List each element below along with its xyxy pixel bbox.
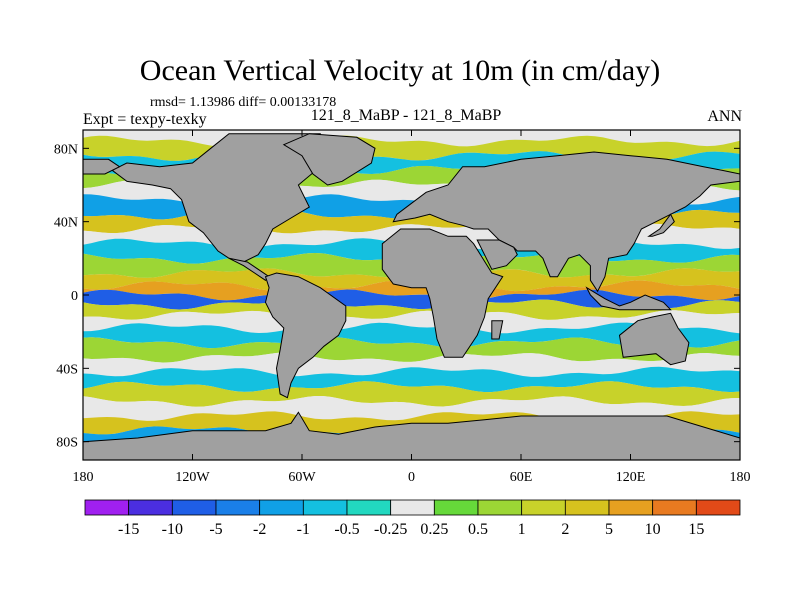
colorbar-swatch (695, 499, 741, 516)
land-greenland (282, 133, 376, 186)
colorbar-swatch (608, 499, 654, 516)
colorbar-swatch (171, 499, 217, 516)
colorbar-swatch (477, 499, 523, 516)
colorbar-swatch (390, 499, 435, 516)
ocean-band (83, 299, 740, 320)
season-label: ANN (707, 108, 742, 125)
colorbar-swatch (564, 499, 610, 516)
ocean-band (83, 381, 740, 407)
ocean-band (83, 366, 740, 393)
colorbar-swatch (259, 499, 304, 516)
colorbar-label: -1 (297, 521, 310, 538)
experiment-label: Expt = texpy-texky (83, 111, 207, 128)
ocean-band (83, 352, 740, 377)
ocean-band (83, 289, 740, 310)
ocean-band (83, 310, 740, 334)
x-tick-label: 60E (510, 470, 533, 485)
colorbar-label: 15 (688, 521, 704, 538)
land-africa (381, 228, 504, 358)
land-japan (647, 213, 675, 237)
y-tick-label: 40N (54, 216, 78, 231)
ocean-band (83, 322, 740, 349)
colorbar-label: 10 (645, 521, 661, 538)
x-tick-label: 0 (408, 470, 415, 485)
land-australia (618, 312, 690, 366)
colorbar-swatch (302, 499, 348, 516)
x-tick-label: 120W (175, 470, 210, 485)
colorbar-label: -5 (209, 521, 222, 538)
stats-text: rmsd= 1.13986 diff= 0.00133178 (150, 95, 337, 110)
y-tick-label: 0 (71, 289, 78, 304)
colorbar-swatch (128, 499, 173, 516)
case-label: 121_8_MaBP - 121_8_MaBP (310, 107, 502, 124)
colorbar-label: -0.5 (334, 521, 359, 538)
colorbar-swatch (84, 499, 130, 516)
colorbar-label: -2 (253, 521, 266, 538)
colorbar-label: 0.25 (420, 521, 448, 538)
colorbar: -15 -10 -5 -2 -1 -0.5 -0.25 0.25 0.5 1 2 5 10 15 (84, 499, 741, 538)
colorbar-label: 1 (518, 521, 526, 538)
colorbar-swatch (346, 499, 392, 516)
x-tick-label: 180 (73, 470, 94, 485)
colorbar-swatch (521, 499, 566, 516)
ocean-band (83, 280, 740, 301)
land-antarctica (83, 411, 740, 460)
y-tick-label: 80N (54, 142, 78, 157)
y-tick-label: 40S (56, 362, 78, 377)
land-south-america (264, 272, 347, 399)
colorbar-label: 5 (605, 521, 613, 538)
y-tick-label: 80S (56, 436, 78, 451)
colorbar-swatch (215, 499, 261, 516)
land-alaska (83, 158, 121, 175)
ocean-band (83, 396, 740, 421)
x-tick-label: 60W (288, 470, 316, 485)
land-north-america (111, 133, 321, 263)
colorbar-label: -10 (162, 521, 183, 538)
x-tick-label: 180 (730, 470, 751, 485)
land-arabia (476, 239, 518, 270)
colorbar-label: -15 (118, 521, 139, 538)
plot-area (83, 130, 740, 460)
colorbar-swatch (433, 499, 479, 516)
colorbar-label: 0.5 (468, 521, 488, 538)
land-madagascar (491, 320, 504, 340)
chart-title: Ocean Vertical Velocity at 10m (in cm/da… (139, 54, 661, 87)
land-indonesia (585, 286, 672, 311)
colorbar-swatch (652, 499, 697, 516)
x-tick-label: 120E (616, 470, 646, 485)
colorbar-label: -0.25 (374, 521, 407, 538)
colorbar-label: 2 (561, 521, 569, 538)
axes: 180 120W 60W 0 60E 120E 180 80N 40N 0 40S 80S (54, 130, 751, 485)
